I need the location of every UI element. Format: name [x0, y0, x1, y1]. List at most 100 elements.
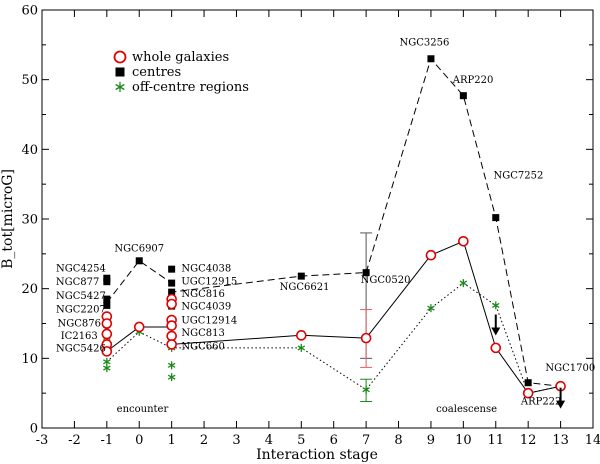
x-tick-label: 14: [585, 433, 600, 448]
marker-whole-galaxy: [425, 249, 437, 261]
marker-centre: [168, 288, 176, 296]
annotation-label: NGC6907: [114, 244, 164, 255]
x-tick-label: 6: [330, 433, 338, 448]
x-tick-label: 0: [135, 433, 143, 448]
annotation-label: NGC3256: [400, 38, 450, 49]
legend-box: [108, 44, 232, 96]
x-tick-label: 12: [520, 433, 537, 448]
marker-off-centre: [167, 361, 176, 370]
y-tick-label: 10: [21, 352, 38, 367]
annotation-label: NGC660: [181, 341, 224, 352]
legend-label-off-centre: off-centre regions: [132, 80, 249, 95]
x-tick-label: 2: [200, 433, 208, 448]
marker-centre: [103, 278, 111, 286]
marker-whole-galaxy: [101, 346, 113, 357]
marker-off-centre: [167, 373, 176, 382]
annotation-label: UGC12915: [181, 276, 237, 287]
marker-off-centre: [491, 301, 500, 310]
marker-off-centre: [362, 385, 370, 394]
annotation-label: coalescense: [436, 404, 497, 415]
annotation-label: NGC0520: [361, 275, 411, 286]
x-tick-label: 8: [394, 433, 402, 448]
annotation-label: ARP220: [452, 75, 494, 86]
x-axis-title: Interaction stage: [256, 447, 378, 463]
annotation-label: NGC5426: [56, 343, 106, 354]
legend-marker-centres: [115, 67, 125, 77]
annotation-label: UGC12914: [181, 316, 237, 327]
marker-whole-galaxy: [166, 339, 177, 350]
marker-whole-galaxy: [522, 387, 534, 399]
annotation-label: NGC877: [56, 277, 99, 288]
marker-centre: [427, 55, 435, 63]
annotation-label: NGC4039: [181, 302, 231, 313]
marker-whole-galaxy: [490, 342, 502, 354]
marker-centre: [168, 279, 176, 287]
annotation-label: NGC813: [181, 328, 224, 339]
marker-off-centre: [459, 279, 468, 288]
annotation-label: NGC1700: [545, 363, 595, 374]
x-tick-label: -2: [68, 433, 81, 448]
annotation-label: NGC876: [58, 318, 101, 329]
y-tick-label: 0: [30, 422, 38, 437]
legend-marker-whole-galaxies: [113, 50, 127, 64]
annotation-label: ARP222: [520, 396, 562, 407]
x-tick-label: 13: [552, 433, 569, 448]
marker-whole-galaxy: [166, 298, 177, 310]
annotation-label: NGC7252: [494, 171, 544, 182]
marker-centre: [362, 269, 370, 277]
x-tick-label: 5: [297, 433, 305, 448]
annotation-label: NGC6621: [280, 282, 330, 293]
y-tick-label: 50: [21, 73, 38, 88]
marker-whole-galaxy: [101, 318, 113, 329]
marker-whole-galaxy: [295, 330, 307, 341]
plot-area: NGC4254NGC877NGC5427NGC2207NGC876IC2163N…: [56, 38, 595, 415]
y-axis-title: B_tot[microG]: [0, 169, 16, 269]
x-tick-label: 4: [265, 433, 273, 448]
marker-whole-galaxy: [133, 321, 145, 333]
marker-centre: [492, 214, 500, 222]
marker-centre: [103, 295, 111, 303]
upper-limit-arrow-head: [491, 327, 501, 336]
legend: whole galaxies centres off-centre region…: [108, 44, 249, 96]
legend-marker-off-centre: [115, 82, 125, 92]
legend-label-whole-galaxies: whole galaxies: [132, 50, 229, 65]
legend-label-centres: centres: [132, 65, 181, 80]
annotation-label: NGC4254: [56, 263, 106, 274]
marker-off-centre: [427, 304, 435, 313]
marker-off-centre: [297, 343, 306, 352]
annotation-label: NGC816: [181, 289, 224, 300]
x-tick-label: 1: [168, 433, 176, 448]
x-tick-label: 11: [487, 433, 504, 448]
annotation-label: NGC4038: [181, 263, 231, 274]
marker-centre: [103, 301, 111, 309]
marker-whole-galaxy: [360, 332, 372, 344]
marker-centre: [168, 265, 176, 273]
x-tick-label: -1: [100, 433, 113, 448]
marker-whole-galaxy: [458, 235, 469, 247]
marker-whole-galaxy: [101, 328, 113, 340]
annotation-label: NGC5427: [56, 291, 106, 302]
marker-centre: [135, 257, 143, 265]
y-tick-label: 60: [21, 4, 38, 19]
y-tick-label: 40: [21, 143, 38, 158]
x-tick-label: 9: [427, 433, 435, 448]
marker-whole-galaxy: [166, 320, 177, 331]
x-tick-label: 10: [455, 433, 472, 448]
annotation-label: encounter: [117, 404, 169, 415]
upper-limit-arrow-head: [556, 400, 566, 409]
annotation-label: NGC2207: [56, 304, 106, 315]
y-tick-label: 20: [21, 282, 38, 297]
x-tick-label: -3: [36, 433, 49, 448]
series-line: [106, 57, 561, 387]
marker-centre: [459, 92, 467, 100]
legend-asterisk-strokes: [115, 82, 125, 92]
annotation-label: IC2163: [61, 331, 98, 342]
marker-off-centre: [103, 364, 111, 373]
x-tick-label: 7: [362, 433, 370, 448]
y-tick-label: 30: [21, 213, 38, 228]
marker-centre: [297, 272, 305, 280]
marker-centre: [524, 379, 532, 387]
x-tick-label: 3: [232, 433, 240, 448]
